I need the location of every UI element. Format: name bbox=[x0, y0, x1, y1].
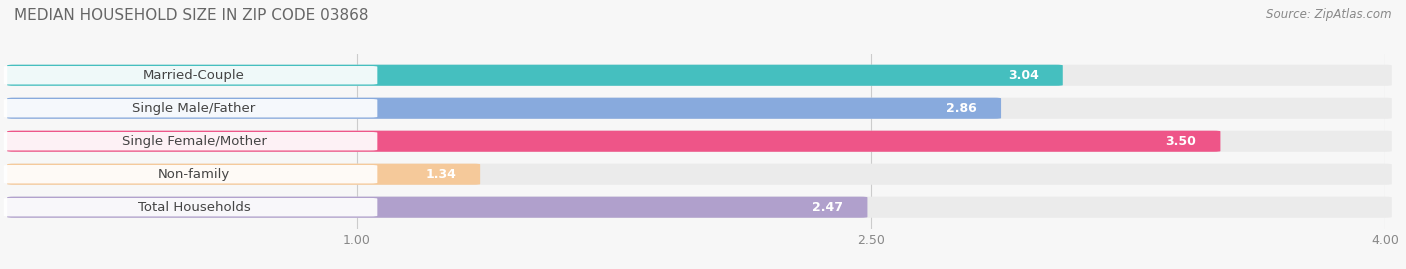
Text: Total Households: Total Households bbox=[138, 201, 250, 214]
FancyBboxPatch shape bbox=[7, 98, 1001, 119]
FancyBboxPatch shape bbox=[4, 198, 377, 217]
FancyBboxPatch shape bbox=[7, 197, 1392, 218]
FancyBboxPatch shape bbox=[7, 65, 1063, 86]
Text: 2.86: 2.86 bbox=[946, 102, 977, 115]
Text: Single Female/Mother: Single Female/Mother bbox=[121, 135, 266, 148]
FancyBboxPatch shape bbox=[7, 131, 1392, 152]
Text: Single Male/Father: Single Male/Father bbox=[132, 102, 256, 115]
Text: Non-family: Non-family bbox=[157, 168, 231, 181]
FancyBboxPatch shape bbox=[4, 66, 377, 84]
FancyBboxPatch shape bbox=[4, 165, 377, 183]
Text: 1.34: 1.34 bbox=[425, 168, 456, 181]
Text: 2.47: 2.47 bbox=[813, 201, 844, 214]
Text: Married-Couple: Married-Couple bbox=[143, 69, 245, 82]
FancyBboxPatch shape bbox=[7, 65, 1392, 86]
FancyBboxPatch shape bbox=[7, 98, 1392, 119]
FancyBboxPatch shape bbox=[4, 132, 377, 150]
FancyBboxPatch shape bbox=[7, 164, 481, 185]
FancyBboxPatch shape bbox=[7, 131, 1220, 152]
Text: Source: ZipAtlas.com: Source: ZipAtlas.com bbox=[1267, 8, 1392, 21]
Text: MEDIAN HOUSEHOLD SIZE IN ZIP CODE 03868: MEDIAN HOUSEHOLD SIZE IN ZIP CODE 03868 bbox=[14, 8, 368, 23]
FancyBboxPatch shape bbox=[4, 99, 377, 118]
Text: 3.50: 3.50 bbox=[1166, 135, 1197, 148]
FancyBboxPatch shape bbox=[7, 197, 868, 218]
Text: 3.04: 3.04 bbox=[1008, 69, 1039, 82]
FancyBboxPatch shape bbox=[7, 164, 1392, 185]
